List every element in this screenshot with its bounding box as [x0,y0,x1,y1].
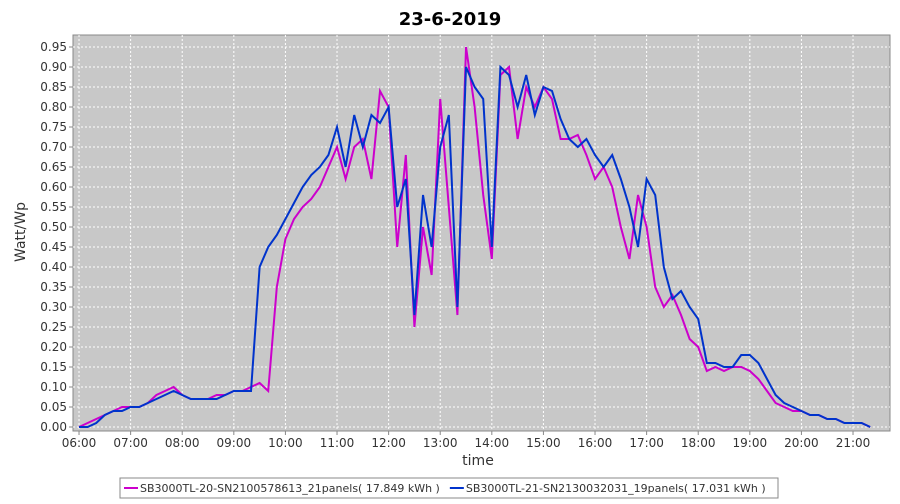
y-axis-label: Watt/Wp [13,202,29,262]
y-tick-label: 0.60 [40,180,67,194]
y-tick-label: 0.90 [40,60,67,74]
y-tick-label: 0.25 [40,320,67,334]
x-tick-label: 13:00 [423,436,458,450]
x-tick-label: 14:00 [475,436,510,450]
series-line [78,46,871,428]
x-tick-label: 17:00 [629,436,664,450]
y-tick-label: 0.80 [40,100,67,114]
series-line [79,64,871,428]
y-tick-label: 0.85 [40,80,67,94]
y-tick-label: 0.30 [40,300,67,314]
x-tick-label: 21:00 [836,436,871,450]
chart-title: 23-6-2019 [399,9,502,30]
y-tick-label: 0.65 [40,160,67,174]
y-tick-label: 0.50 [40,220,67,234]
legend [119,477,779,499]
y-tick-label: 0.40 [40,260,67,274]
y-tick-label: 0.45 [40,240,67,254]
x-tick-label: 18:00 [681,436,716,450]
x-axis-label: time [462,453,494,469]
x-tick-label: 12:00 [371,436,406,450]
x-tick-label: 20:00 [784,436,819,450]
y-tick-label: 0.20 [40,340,67,354]
x-tick-label: 11:00 [320,436,355,450]
x-tick-label: 19:00 [733,436,768,450]
y-tick-label: 0.10 [40,380,67,394]
y-tick-label: 0.95 [40,40,67,54]
x-tick-label: 10:00 [268,436,303,450]
legend-label: SB3000TL-21-SN2130032031_19panels( 17.03… [466,482,766,495]
y-tick-label: 0.05 [40,400,67,414]
x-tick-label: 16:00 [578,436,613,450]
x-tick-label: 06:00 [62,436,97,450]
y-tick-label: 0.75 [40,120,67,134]
legend-label: SB3000TL-20-SN2100578613_21panels( 17.84… [140,482,440,495]
y-tick-label: 0.70 [40,140,67,154]
y-tick-label: 0.15 [40,360,67,374]
x-tick-label: 07:00 [113,436,148,450]
plot-area [72,34,891,432]
y-tick-label: 0.00 [40,420,67,434]
y-tick-label: 0.55 [40,200,67,214]
x-tick-label: 15:00 [526,436,561,450]
x-tick-label: 08:00 [165,436,200,450]
y-tick-label: 0.35 [40,280,67,294]
x-tick-label: 09:00 [217,436,252,450]
